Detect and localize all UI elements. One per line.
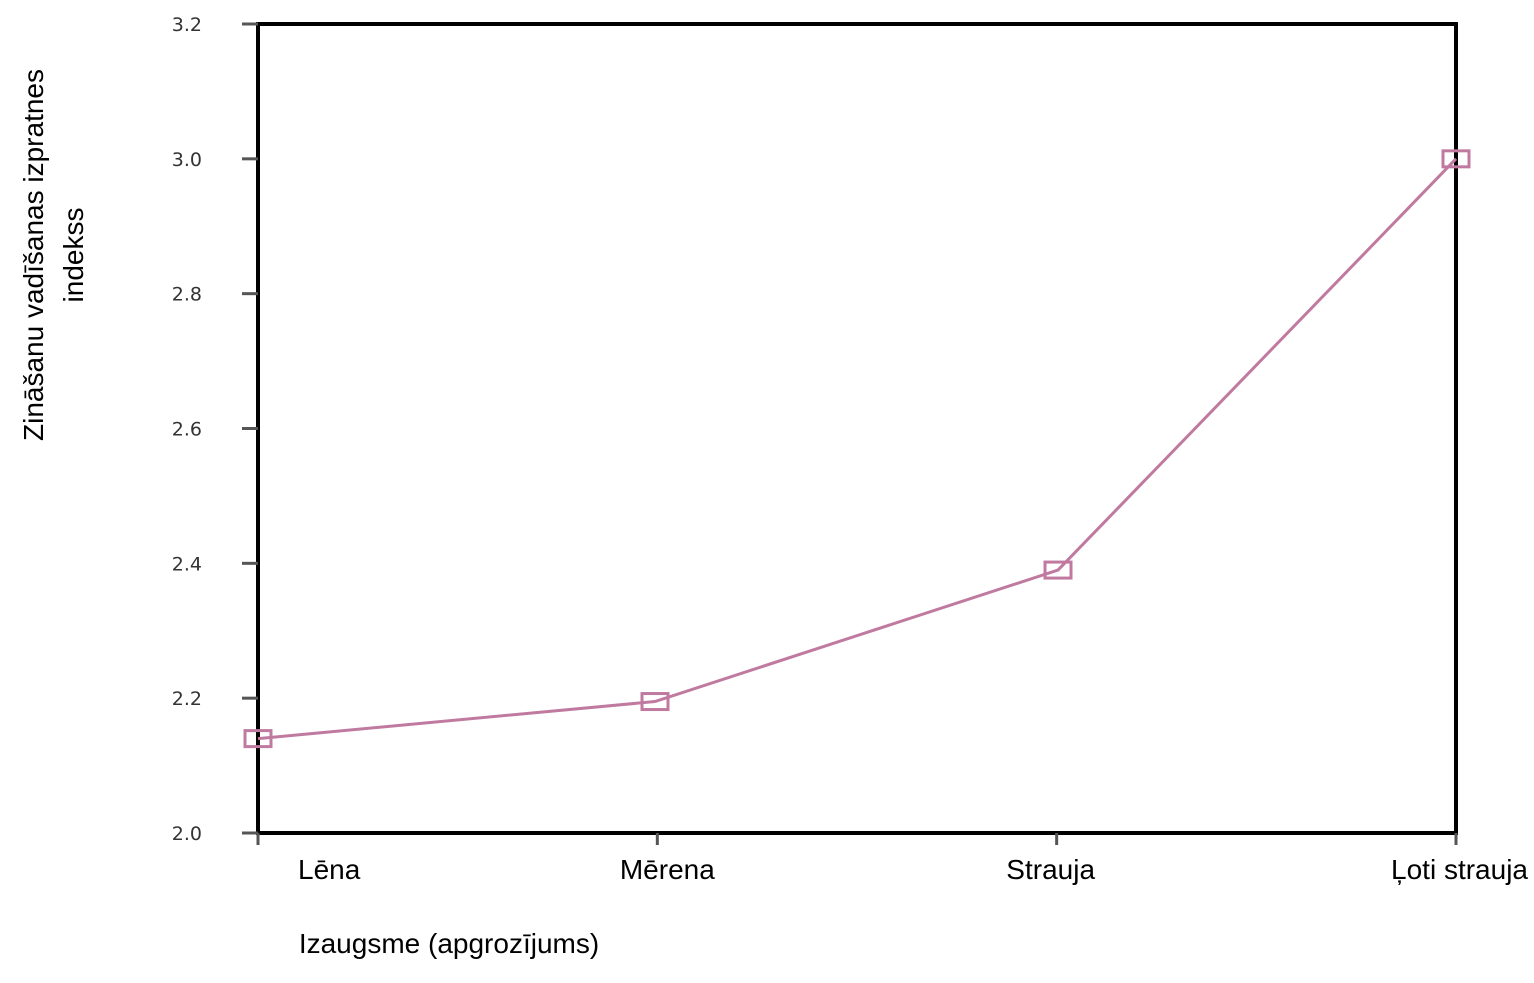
- x-tick-label: Ļoti strauja: [1391, 854, 1528, 885]
- x-tick-label: Lēna: [298, 854, 361, 885]
- x-tick-label: Strauja: [1006, 854, 1095, 885]
- y-tick-label: 2.6: [172, 419, 202, 441]
- x-tick-label: Mērena: [620, 854, 715, 885]
- y-tick-label: 2.4: [172, 553, 202, 575]
- markers: [243, 149, 1471, 749]
- data-point-marker: [1043, 560, 1073, 580]
- y-tick-label: 3.2: [172, 14, 202, 36]
- y-tick-label: 2.0: [172, 823, 202, 845]
- x-axis-title: Izaugsme (apgrozījums): [299, 928, 599, 959]
- series: [257, 157, 1458, 741]
- series-line: [257, 157, 1458, 741]
- x-ticks: Lēna Mērena Strauja Ļoti strauja: [256, 833, 1528, 885]
- y-ticks: 2.0 2.2 2.4 2.6 2.8 3.0 3.2: [172, 14, 258, 845]
- data-point-marker: [640, 692, 670, 712]
- data-point-marker: [1441, 149, 1471, 169]
- y-axis-title-line-1: Zināšanu vadīšanas izpratnes: [18, 69, 49, 441]
- y-axis-title: Zināšanu vadīšanas izpratnes indekss: [18, 69, 89, 441]
- y-tick-label: 3.0: [172, 149, 202, 171]
- y-tick-label: 2.8: [172, 284, 202, 306]
- axes: [256, 22, 1458, 835]
- data-point-marker: [243, 729, 273, 749]
- plot-frame: [256, 22, 1458, 835]
- y-axis-title-line-2: indekss: [58, 208, 89, 303]
- y-tick-label: 2.2: [172, 688, 202, 710]
